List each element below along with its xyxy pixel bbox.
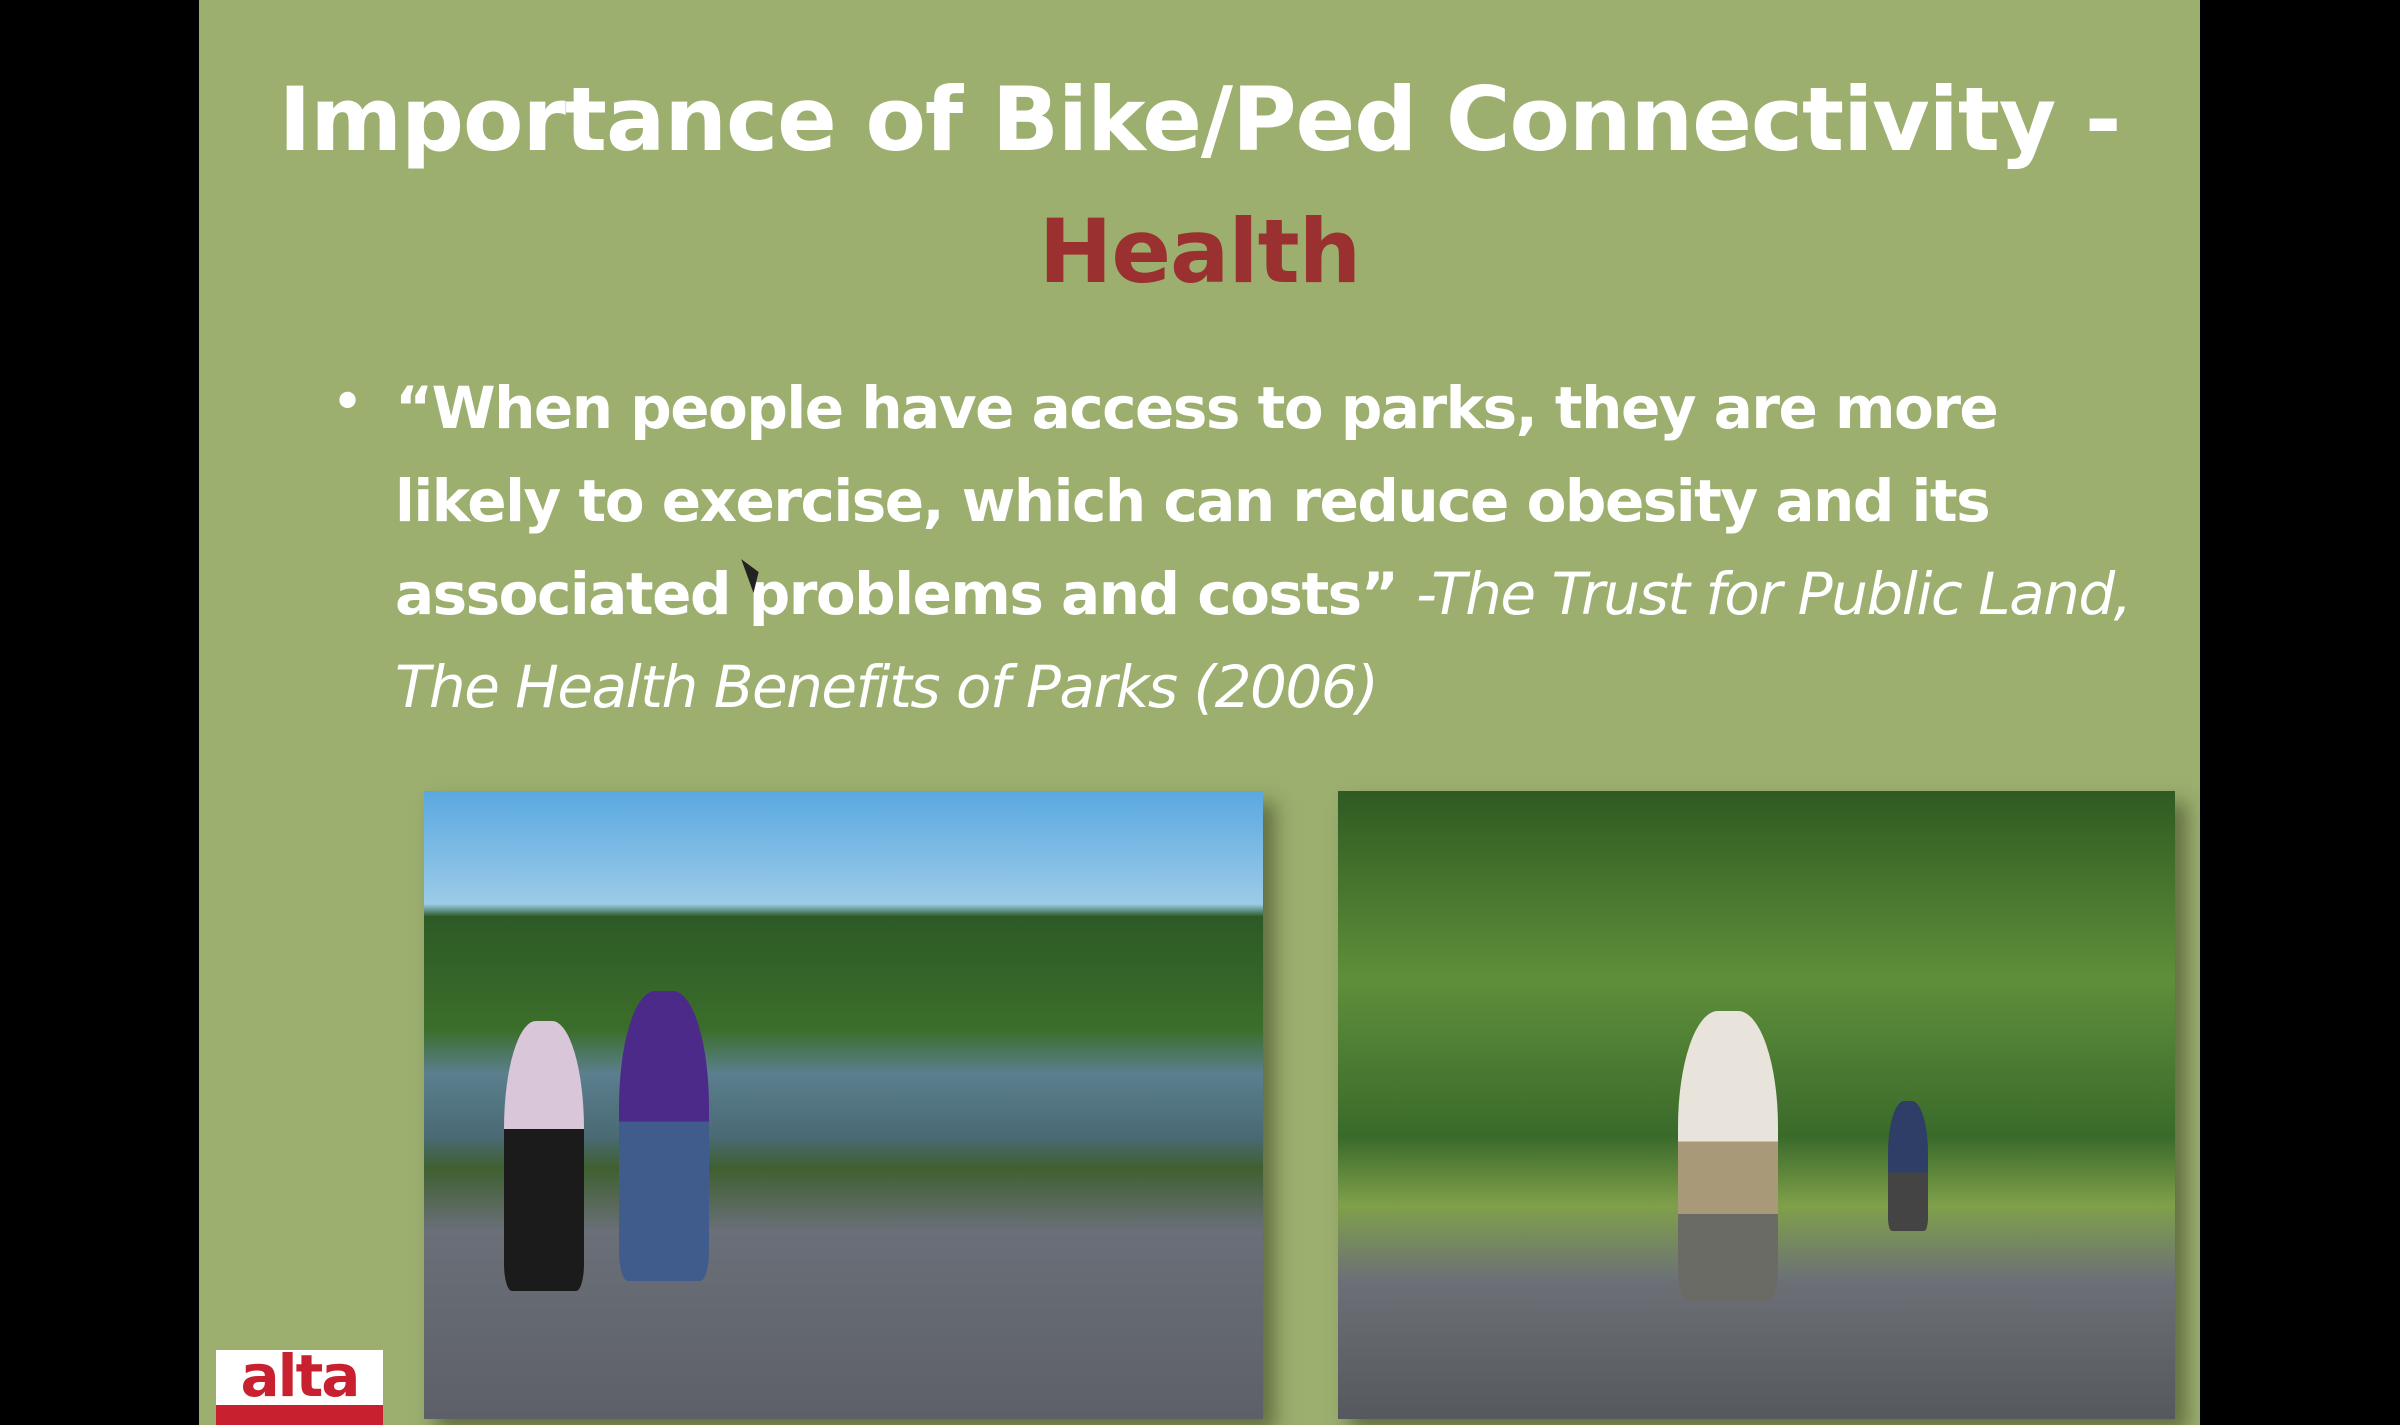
alta-logo: alta (216, 1350, 383, 1425)
person-figure (1678, 1011, 1778, 1301)
quote-citation: -The Trust for Public Land, The Health B… (395, 560, 2132, 721)
slide: Importance of Bike/Ped Connectivity - He… (199, 0, 2200, 1425)
slide-title-accent: Health (1038, 200, 1362, 303)
quote-text: “When people have access to parks, they … (395, 362, 2135, 734)
bullet-marker: • (331, 370, 365, 435)
photo-man-and-child-on-path (1338, 791, 2175, 1419)
person-figure (619, 991, 709, 1281)
slide-title: Importance of Bike/Ped Connectivity - (278, 68, 2122, 171)
person-figure (1888, 1101, 1928, 1231)
quote-body: “When people have access to parks, they … (395, 374, 1999, 628)
person-figure (504, 1021, 584, 1291)
logo-text: alta (240, 1350, 361, 1410)
photo-couple-walking-by-lake (424, 791, 1263, 1419)
logo-bar (216, 1405, 383, 1425)
